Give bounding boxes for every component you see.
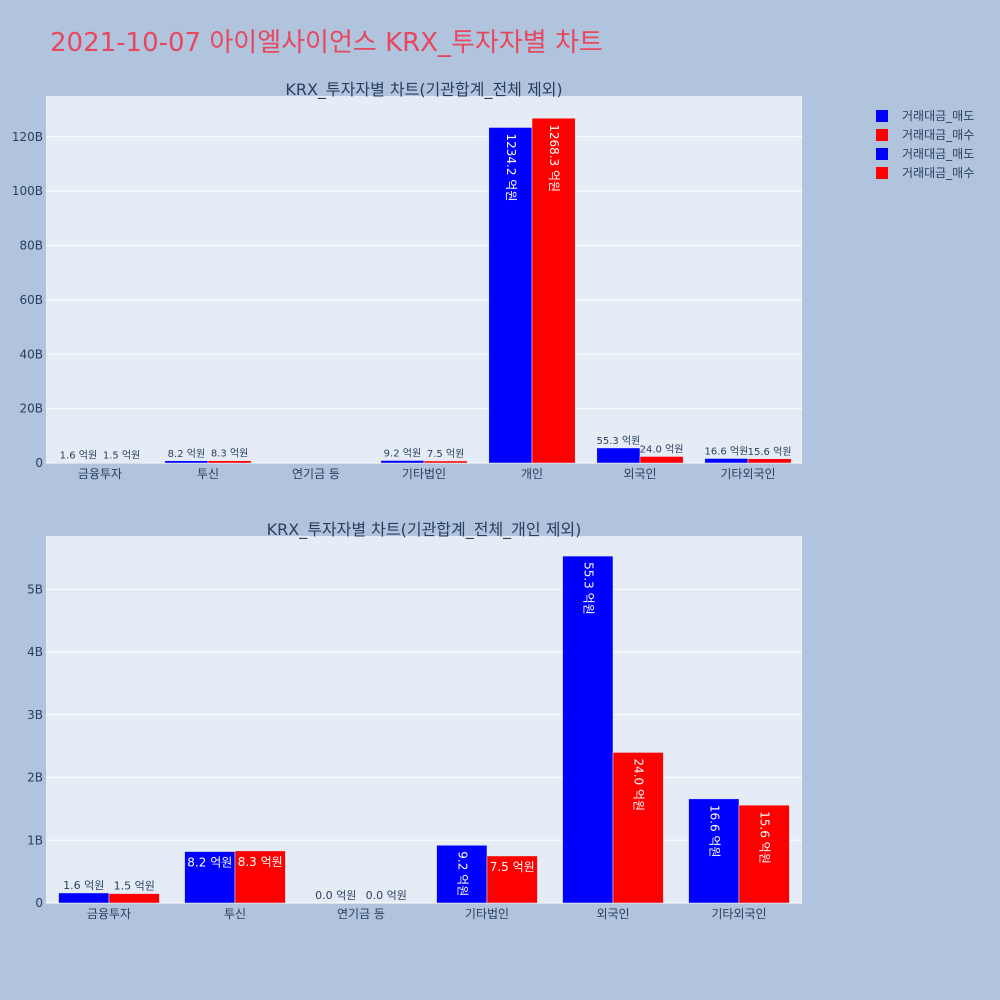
x-tick-label: 금융투자: [78, 467, 122, 481]
bar: [108, 893, 160, 904]
bar: [184, 851, 236, 904]
bar: [531, 117, 576, 464]
bar: [423, 460, 468, 464]
y-tick-label: 0: [35, 456, 43, 470]
x-tick-label: 기타외국인: [711, 907, 766, 921]
data-label: 55.3 억원: [581, 562, 595, 615]
x-tick-label: 기타법인: [465, 907, 509, 921]
y-tick-label: 40B: [19, 347, 43, 361]
x-tick-label: 개인: [521, 467, 543, 481]
data-label: 16.6 억원: [704, 445, 748, 457]
bar: [704, 458, 749, 464]
bar: [207, 460, 252, 464]
legend-label: 거래대금_매수: [902, 128, 975, 142]
data-label: 1.6 억원: [60, 450, 97, 462]
y-tick-label: 5B: [27, 582, 43, 596]
legend-item[interactable]: 거래대금_매수: [876, 163, 974, 182]
y-tick-label: 120B: [12, 130, 43, 144]
data-label: 1234.2 억원: [504, 133, 518, 201]
data-label: 9.2 억원: [384, 447, 421, 459]
x-tick-label: 외국인: [623, 467, 656, 481]
bar: [688, 798, 740, 904]
data-label: 8.3 억원: [211, 448, 248, 460]
legend: 거래대금_매도 거래대금_매수 거래대금_매도 거래대금_매수: [876, 106, 974, 182]
y-tick-label: 20B: [19, 402, 43, 416]
legend-swatch: [876, 166, 888, 179]
bar: [486, 855, 538, 904]
legend-label: 거래대금_매도: [902, 109, 975, 123]
chart-1: 0 20B 40B 60B 80B 100B 120B KRX_투자자별 차트(기관합계_전체…: [12, 80, 802, 481]
page-title: 2021-10-07 아이엘사이언스 KRX_투자자별 차트: [50, 28, 603, 58]
x-tick-label: 투신: [224, 907, 246, 921]
bar: [738, 804, 790, 904]
data-label: 8.2 억원: [187, 856, 232, 870]
data-label: 15.6 억원: [758, 811, 772, 864]
plot-area: [46, 536, 802, 903]
legend-label: 거래대금_매수: [902, 166, 975, 180]
data-label: 1.5 억원: [114, 880, 155, 893]
y-tick-label: 0: [35, 896, 43, 910]
y-tick-label: 1B: [27, 833, 43, 847]
data-label: 8.2 억원: [168, 448, 205, 460]
data-label: 0.0 억원: [315, 889, 356, 902]
legend-swatch: [876, 109, 888, 122]
data-label: 7.5 억원: [427, 448, 464, 460]
y-tick-label: 4B: [27, 645, 43, 659]
y-tick-label: 2B: [27, 771, 43, 785]
y-tick-label: 60B: [19, 293, 43, 307]
data-label: 9.2 억원: [455, 851, 469, 896]
y-tick-label: 100B: [12, 184, 43, 198]
x-tick-label: 투신: [197, 467, 219, 481]
data-label: 0.0 억원: [366, 889, 407, 902]
legend-item[interactable]: 거래대금_매수: [876, 125, 974, 144]
legend-item[interactable]: 거래대금_매도: [876, 144, 974, 163]
data-label: 16.6 억원: [707, 805, 721, 858]
x-tick-label: 외국인: [596, 907, 629, 921]
data-label: 24.0 억원: [640, 443, 684, 455]
x-tick-label: 기타법인: [402, 467, 446, 481]
data-label: 24.0 억원: [632, 758, 646, 811]
x-tick-label: 연기금 등: [337, 907, 385, 921]
x-tick-label: 연기금 등: [292, 467, 340, 481]
data-label: 1268.3 억원: [547, 124, 561, 192]
bar: [164, 460, 209, 464]
bar: [747, 458, 792, 464]
legend-swatch: [876, 128, 888, 141]
data-label: 1.6 억원: [63, 879, 104, 892]
data-label: 55.3 억원: [596, 435, 640, 447]
legend-label: 거래대금_매도: [902, 147, 975, 161]
bar: [380, 460, 425, 464]
bar: [488, 127, 533, 464]
chart-title: KRX_투자자별 차트(기관합계_전체_개인 제외): [267, 520, 582, 540]
bar: [596, 447, 641, 464]
y-tick-label: 80B: [19, 239, 43, 253]
legend-item[interactable]: 거래대금_매도: [876, 106, 974, 125]
bar: [612, 752, 664, 904]
bar: [562, 555, 614, 904]
data-label: 1.5 억원: [103, 450, 140, 462]
data-label: 7.5 억원: [490, 860, 535, 874]
x-tick-label: 기타외국인: [720, 467, 775, 481]
legend-swatch: [876, 147, 888, 160]
y-tick-label: 3B: [27, 708, 43, 722]
x-tick-label: 금융투자: [87, 907, 131, 921]
chart-title: KRX_투자자별 차트(기관합계_전체 제외): [285, 80, 562, 100]
bar: [58, 892, 110, 904]
plot-area: [46, 96, 802, 463]
bar: [436, 845, 488, 904]
bar: [639, 456, 684, 464]
data-label: 8.3 억원: [238, 855, 283, 869]
chart-2: 0 1B 2B 3B 4B 5B KRX_투자자별 차트(기관합계_전체_개인 제외) 금융투…: [27, 520, 802, 921]
data-label: 15.6 억원: [748, 446, 792, 458]
bar: [234, 850, 286, 904]
